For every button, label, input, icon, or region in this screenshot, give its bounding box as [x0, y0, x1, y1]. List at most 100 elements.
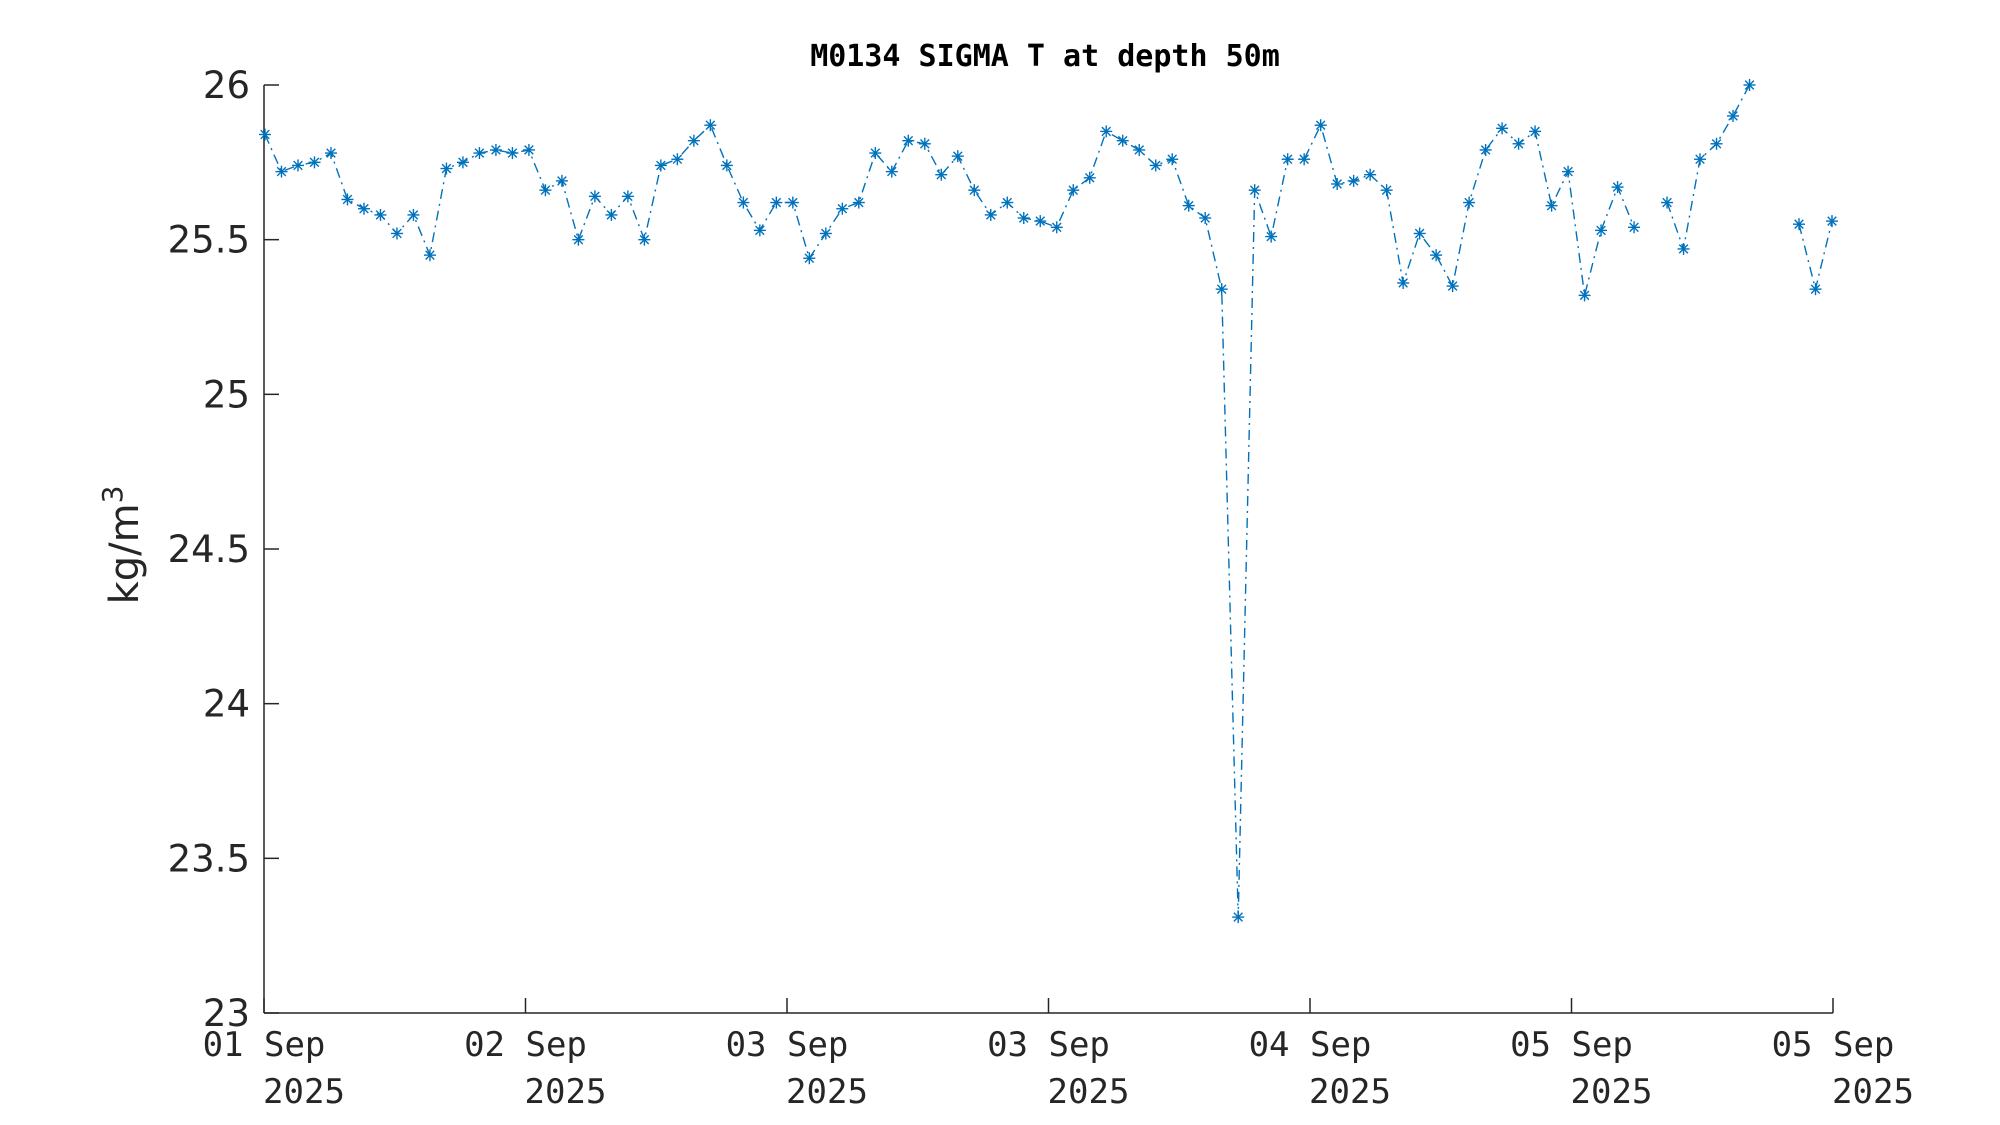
data-point-marker — [539, 184, 552, 197]
data-point-marker — [1067, 184, 1080, 197]
y-tick-label: 25 — [203, 373, 250, 416]
data-point-marker — [357, 202, 370, 215]
data-point-marker — [1149, 159, 1162, 172]
data-point-marker — [1133, 143, 1146, 156]
data-point-marker — [1413, 227, 1426, 240]
data-point-marker — [440, 162, 453, 175]
y-tick-label: 24.5 — [168, 528, 250, 571]
data-point-marker — [1809, 283, 1822, 296]
data-point-marker — [951, 150, 964, 163]
x-tick-label-date: 03 Sep — [987, 1025, 1110, 1065]
x-tick-label-year: 2025 — [263, 1072, 345, 1112]
data-point-marker — [1727, 109, 1740, 122]
data-point-marker — [341, 193, 354, 206]
data-point-marker — [1793, 218, 1806, 231]
x-tick-label-year: 2025 — [786, 1072, 868, 1112]
data-point-marker — [687, 134, 700, 147]
y-ticks: 23 23.5 24 24.5 25 25.5 26 — [168, 64, 279, 1035]
data-point-marker — [1050, 221, 1063, 234]
data-point-marker — [291, 159, 304, 172]
series-path — [264, 84, 1833, 918]
data-point-marker — [1232, 911, 1245, 924]
data-point-marker — [869, 147, 882, 160]
x-tick-label-year: 2025 — [525, 1072, 607, 1112]
data-point-marker — [522, 143, 535, 156]
data-point-marker — [918, 137, 931, 150]
data-point-marker — [638, 233, 651, 246]
y-tick-label: 23 — [203, 992, 250, 1035]
data-point-marker — [803, 252, 816, 265]
data-point-marker — [473, 147, 486, 160]
data-point-marker — [1628, 221, 1641, 234]
data-point-marker — [1116, 134, 1129, 147]
data-point-marker — [1281, 153, 1294, 166]
data-point-marker — [1661, 196, 1674, 209]
data-point-marker — [1694, 153, 1707, 166]
x-tick-label-date: 02 Sep — [464, 1025, 587, 1065]
data-point-marker — [374, 208, 387, 221]
data-point-marker — [621, 190, 634, 203]
data-point-marker — [1479, 143, 1492, 156]
data-point-marker — [1331, 177, 1344, 190]
data-point-marker — [1529, 125, 1542, 138]
x-tick-label-year: 2025 — [1048, 1072, 1130, 1112]
data-point-marker — [390, 227, 403, 240]
data-point-marker — [935, 168, 948, 181]
data-point-marker — [1677, 242, 1690, 255]
y-tick-label: 25.5 — [168, 219, 250, 262]
y-tick-label: 24 — [203, 683, 250, 726]
data-point-marker — [407, 208, 420, 221]
data-point-marker — [1182, 199, 1195, 212]
data-point-marker — [1578, 289, 1591, 302]
data-point-marker — [456, 156, 469, 169]
data-point-marker — [605, 208, 618, 221]
data-point-marker — [654, 159, 667, 172]
data-point-marker — [902, 134, 915, 147]
data-point-marker — [1496, 122, 1509, 135]
data-point-marker — [852, 196, 865, 209]
data-point-marker — [1545, 199, 1558, 212]
y-axis-label: kg/m3 — [96, 486, 148, 605]
data-point-marker — [1298, 153, 1311, 166]
data-point-marker — [1595, 224, 1608, 237]
data-point-marker — [1034, 215, 1047, 228]
y-tick-label: 23.5 — [168, 837, 250, 880]
data-point-marker — [1314, 119, 1327, 132]
data-point-marker — [737, 196, 750, 209]
data-point-marker — [1430, 249, 1443, 262]
data-point-marker — [588, 190, 601, 203]
x-tick-label-year: 2025 — [1571, 1072, 1653, 1112]
data-point-marker — [1380, 184, 1393, 197]
data-point-marker — [1347, 174, 1360, 187]
data-point-marker — [423, 249, 436, 262]
data-point-marker — [1001, 196, 1014, 209]
x-tick-label-date: 04 Sep — [1249, 1025, 1372, 1065]
data-point-marker — [984, 208, 997, 221]
x-tick-label-date: 01 Sep — [203, 1025, 326, 1065]
data-point-marker — [786, 196, 799, 209]
data-point-marker — [572, 233, 585, 246]
data-point-marker — [1826, 215, 1838, 228]
data-point-marker — [555, 174, 568, 187]
data-point-marker — [1215, 283, 1228, 296]
data-point-marker — [753, 224, 766, 237]
x-tick-label-year: 2025 — [1309, 1072, 1391, 1112]
data-point-marker — [1364, 168, 1377, 181]
y-tick-label: 26 — [203, 64, 250, 107]
x-ticks: 01 Sep 2025 02 Sep 2025 03 Sep 2025 03 Sep 2025… — [203, 998, 1914, 1112]
series-line — [264, 84, 1833, 918]
data-point-marker — [1248, 184, 1261, 197]
data-point-marker — [770, 196, 783, 209]
data-point-marker — [1512, 137, 1525, 150]
data-point-marker — [1166, 153, 1179, 166]
data-point-marker — [1100, 125, 1113, 138]
x-tick-label-date: 03 Sep — [726, 1025, 849, 1065]
data-point-marker — [1743, 79, 1756, 91]
data-point-marker — [704, 119, 717, 132]
data-point-marker — [259, 128, 271, 141]
data-point-marker — [308, 156, 321, 169]
data-point-marker — [1083, 171, 1096, 184]
y-axis-label-unit: kg/m — [102, 503, 148, 604]
data-point-marker — [275, 165, 288, 178]
